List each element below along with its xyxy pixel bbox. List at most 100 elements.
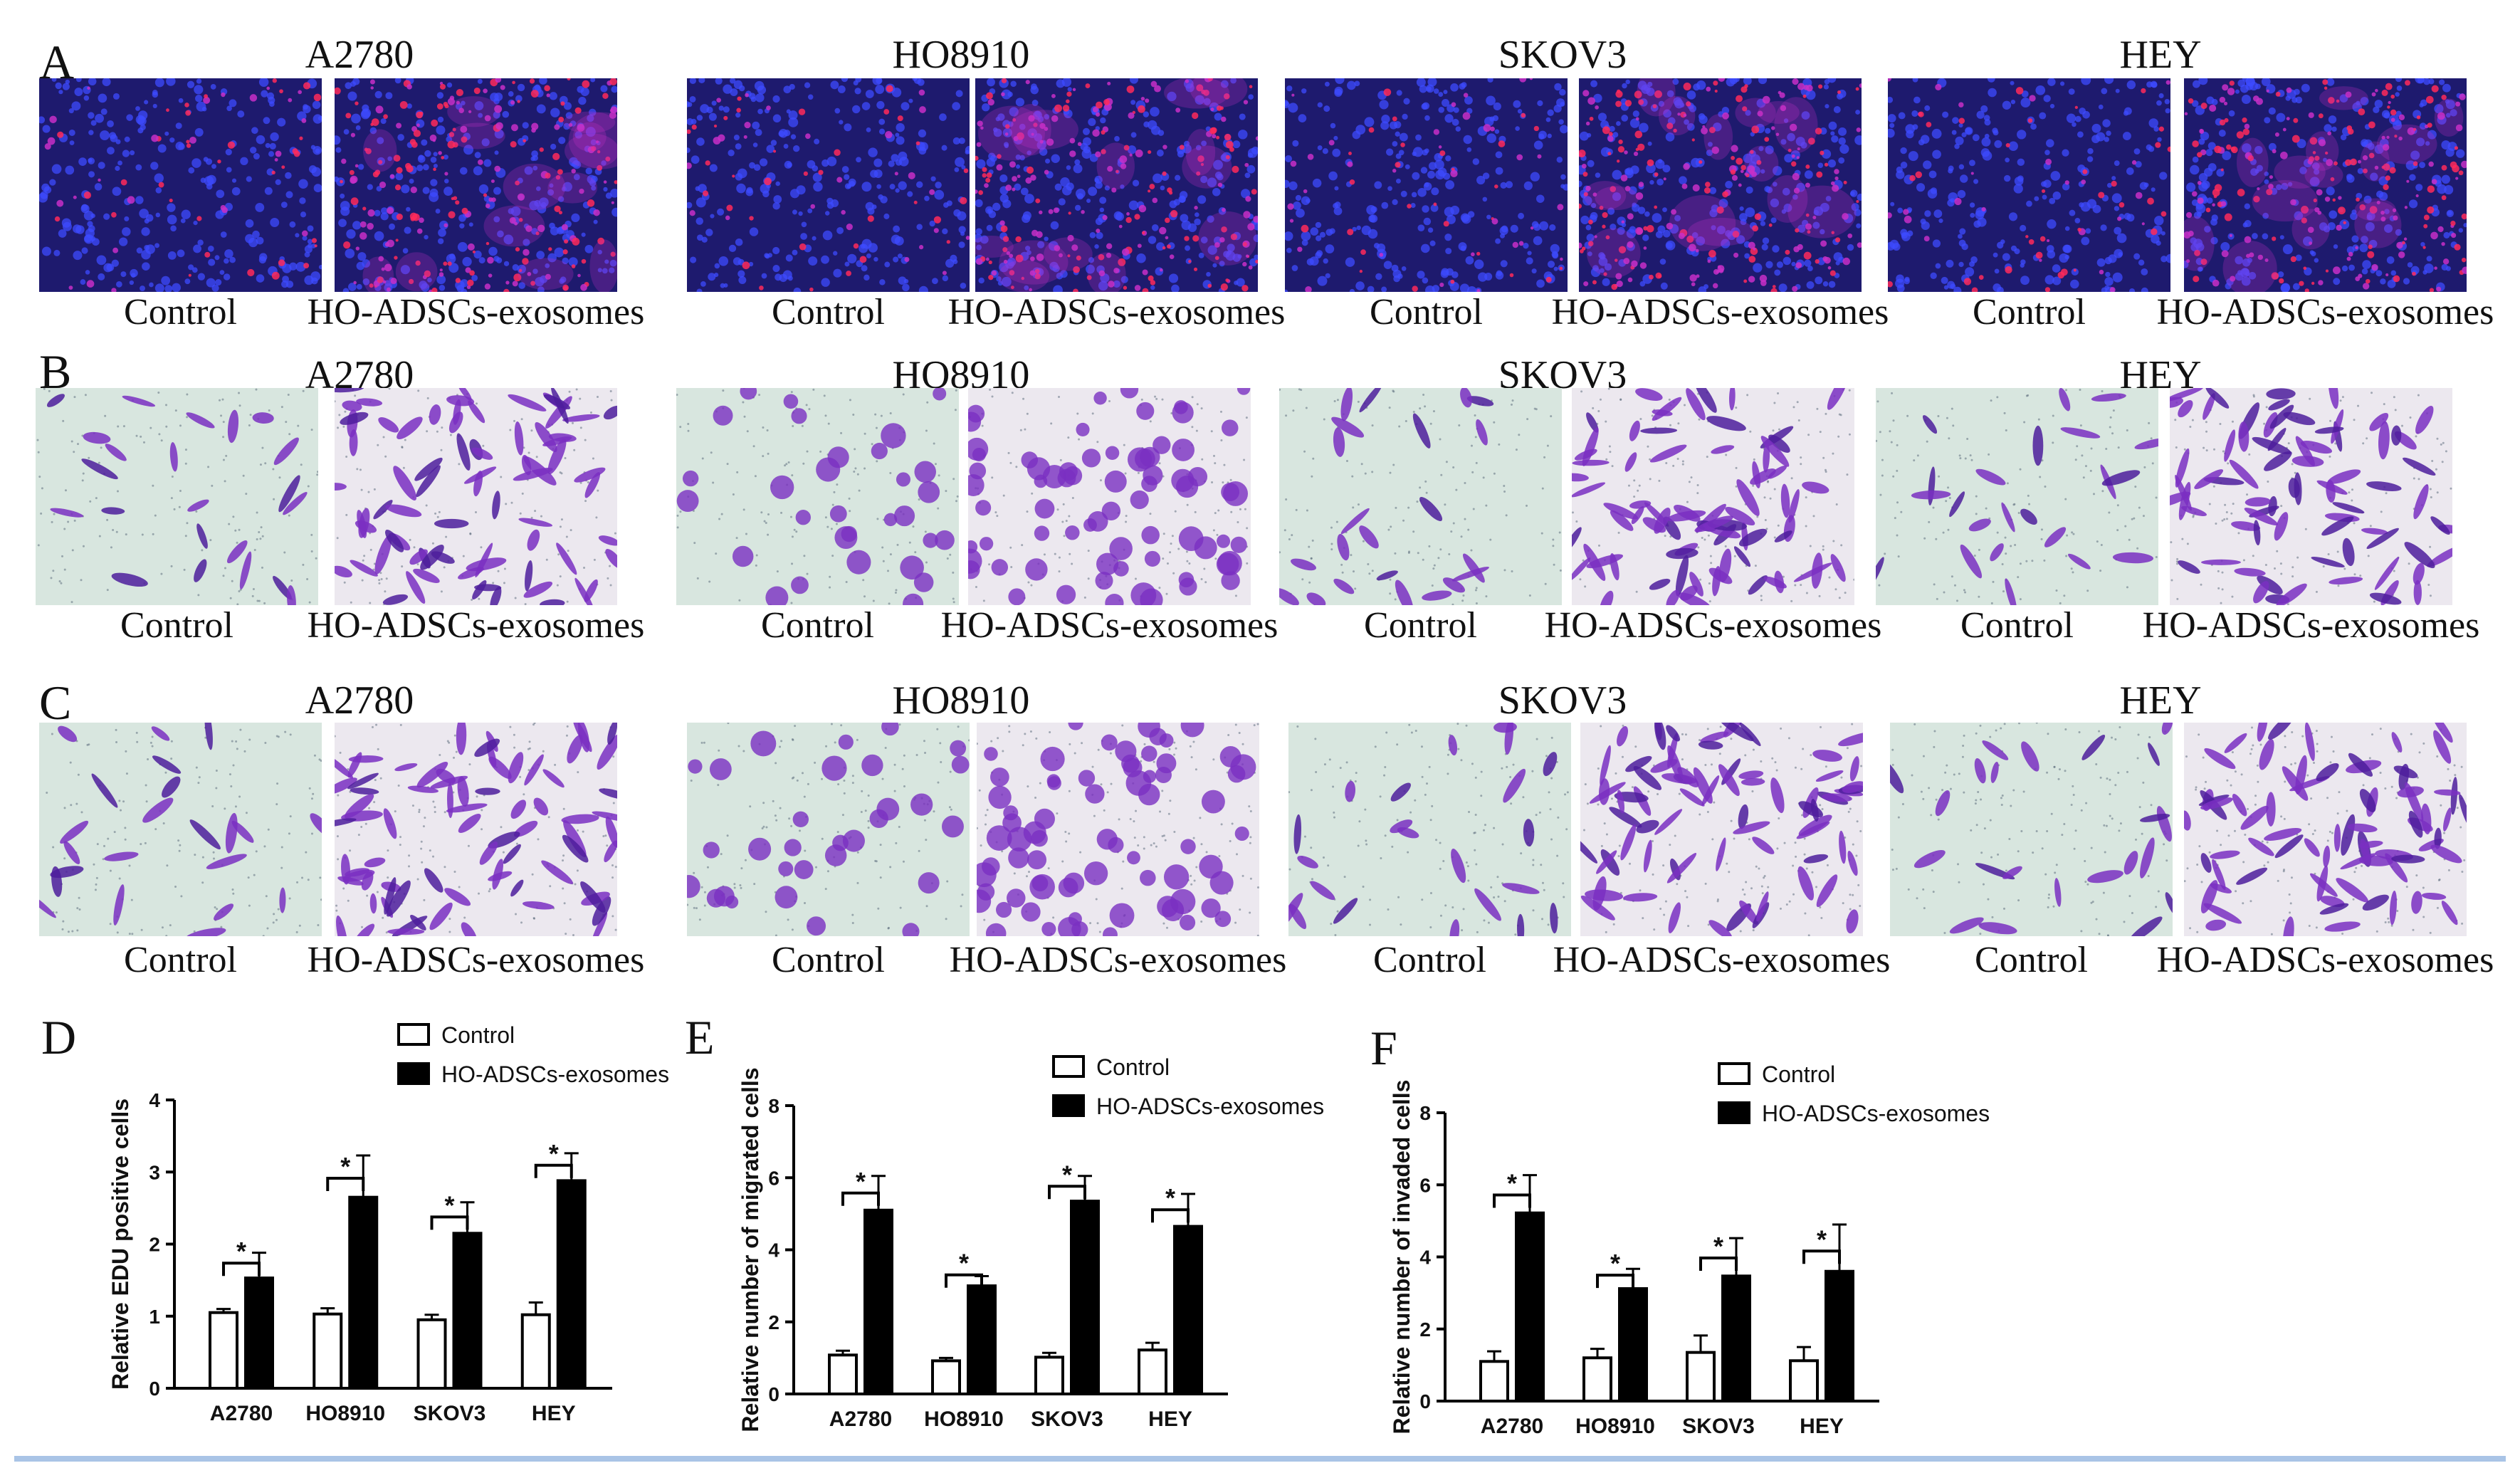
stain-image: [335, 723, 617, 936]
y-tick-label: 0: [768, 1383, 779, 1405]
treatment-label: HO-ADSCs-exosomes: [2143, 605, 2480, 646]
cell-line-title: HO8910: [893, 33, 1030, 77]
control-label: Control: [120, 605, 233, 646]
bar-treatment: [348, 1195, 379, 1390]
significance-bracket: [222, 1262, 261, 1276]
bar-chart-d: D 0 1 2 3 4 Relative EDU positive cells * A2780 *…: [41, 1010, 669, 1425]
stain-image: [36, 388, 318, 605]
bar-control: [1686, 1351, 1716, 1403]
bar-treatment: [556, 1179, 587, 1390]
legend-swatch-treatment: [1052, 1094, 1085, 1117]
control-label: Control: [772, 940, 885, 980]
y-tick-label: 8: [1419, 1102, 1431, 1124]
bar-treatment: [1173, 1225, 1203, 1395]
stain-image: [1890, 723, 2173, 936]
x-category-label: HEY: [532, 1402, 576, 1425]
bar-control: [1479, 1360, 1509, 1403]
control-label: Control: [772, 292, 885, 332]
bar-control: [416, 1318, 447, 1390]
fluorescence-image: [1579, 78, 1862, 292]
significance-star: *: [549, 1139, 559, 1168]
legend-label: HO-ADSCs-exosomes: [1762, 1101, 1990, 1126]
treatment-label: HO-ADSCs-exosomes: [308, 292, 645, 332]
stain-image: [977, 723, 1259, 936]
legend-swatch-control: [1718, 1062, 1750, 1085]
treatment-label: HO-ADSCs-exosomes: [941, 605, 1279, 646]
x-category-label: HO8910: [305, 1402, 385, 1425]
panel-letter: E: [685, 1010, 715, 1064]
stain-image: [968, 388, 1251, 605]
bar-treatment: [452, 1232, 483, 1390]
bar-treatment: [1618, 1287, 1648, 1403]
significance-star: *: [1817, 1225, 1827, 1254]
cell-line-title: HO8910: [893, 678, 1030, 723]
bar-treatment: [863, 1208, 893, 1395]
fluorescence-image: [39, 78, 322, 292]
significance-bracket: [326, 1177, 365, 1192]
significance-star: *: [1062, 1160, 1072, 1189]
bar-control: [1138, 1348, 1167, 1396]
significance-bracket: [1596, 1274, 1634, 1289]
significance-bracket: [534, 1163, 573, 1178]
bar-control: [828, 1353, 858, 1395]
cell-line-title: A2780: [305, 33, 414, 77]
y-tick-label: 4: [149, 1089, 160, 1111]
cell-line-title: A2780: [305, 678, 414, 723]
legend-label: Control: [1096, 1054, 1170, 1080]
significance-bracket: [945, 1273, 983, 1288]
treatment-label: HO-ADSCs-exosomes: [1553, 940, 1891, 980]
y-tick-label: 6: [768, 1167, 779, 1189]
fluorescence-image: [1888, 78, 2170, 292]
y-tick-label: 0: [1419, 1390, 1431, 1412]
x-category-label: SKOV3: [1682, 1415, 1755, 1438]
y-tick-label: 4: [768, 1239, 779, 1262]
control-label: Control: [1960, 605, 2074, 646]
treatment-label: HO-ADSCs-exosomes: [1545, 605, 1882, 646]
significance-star: *: [236, 1237, 246, 1266]
stain-image: [39, 723, 322, 936]
significance-bracket: [1493, 1193, 1531, 1208]
stain-image: [2184, 723, 2467, 936]
y-axis-label: Relative number of invaded cells: [1389, 1080, 1414, 1435]
x-category-label: SKOV3: [1031, 1407, 1103, 1431]
y-tick-label: 2: [1419, 1318, 1431, 1341]
bar-treatment: [1721, 1274, 1751, 1403]
y-axis-label: Relative EDU positive cells: [107, 1099, 133, 1390]
bar-control: [1789, 1359, 1819, 1403]
x-category-label: HO8910: [1575, 1415, 1655, 1438]
treatment-label: HO-ADSCs-exosomes: [950, 940, 1287, 980]
bar-treatment: [244, 1276, 274, 1390]
charts-group: D 0 1 2 3 4 Relative EDU positive cells * A2780 *…: [41, 1010, 1990, 1438]
panel-a: AEDUA2780ControlHO-ADSCs-exosomesHO8910C…: [39, 33, 2494, 332]
control-label: Control: [1975, 940, 2088, 980]
y-tick-label: 4: [1419, 1247, 1431, 1269]
bar-control: [1034, 1356, 1064, 1396]
fluorescence-image: [687, 78, 970, 292]
treatment-label: HO-ADSCs-exosomes: [1552, 292, 1889, 332]
panel-letter: D: [41, 1010, 76, 1064]
significance-star: *: [856, 1167, 866, 1196]
y-tick-label: 1: [149, 1306, 160, 1328]
x-category-label: HEY: [1800, 1415, 1844, 1438]
treatment-label: HO-ADSCs-exosomes: [308, 605, 645, 646]
fluorescence-image: [335, 78, 617, 292]
bar-treatment: [1070, 1200, 1100, 1395]
significance-bracket: [1699, 1257, 1738, 1272]
y-axis-label: Relative number of migrated cells: [737, 1067, 763, 1432]
panel-c: CInvasionA2780ControlHO-ADSCs-exosomesHO…: [39, 676, 2494, 980]
stain-image: [1580, 723, 1863, 936]
control-label: Control: [1364, 605, 1477, 646]
y-tick-label: 6: [1419, 1174, 1431, 1196]
stain-image: [2170, 388, 2452, 605]
stain-image: [1572, 388, 1854, 605]
fluorescence-image: [975, 78, 1258, 292]
bar-control: [1582, 1356, 1612, 1403]
bar-treatment: [1515, 1211, 1545, 1403]
legend-label: HO-ADSCs-exosomes: [1096, 1094, 1324, 1119]
legend-swatch-control: [397, 1023, 430, 1046]
y-tick-label: 8: [768, 1095, 779, 1117]
legend-label: Control: [1762, 1061, 1835, 1087]
cell-line-title: SKOV3: [1498, 33, 1627, 77]
legend-swatch-treatment: [1718, 1101, 1750, 1124]
